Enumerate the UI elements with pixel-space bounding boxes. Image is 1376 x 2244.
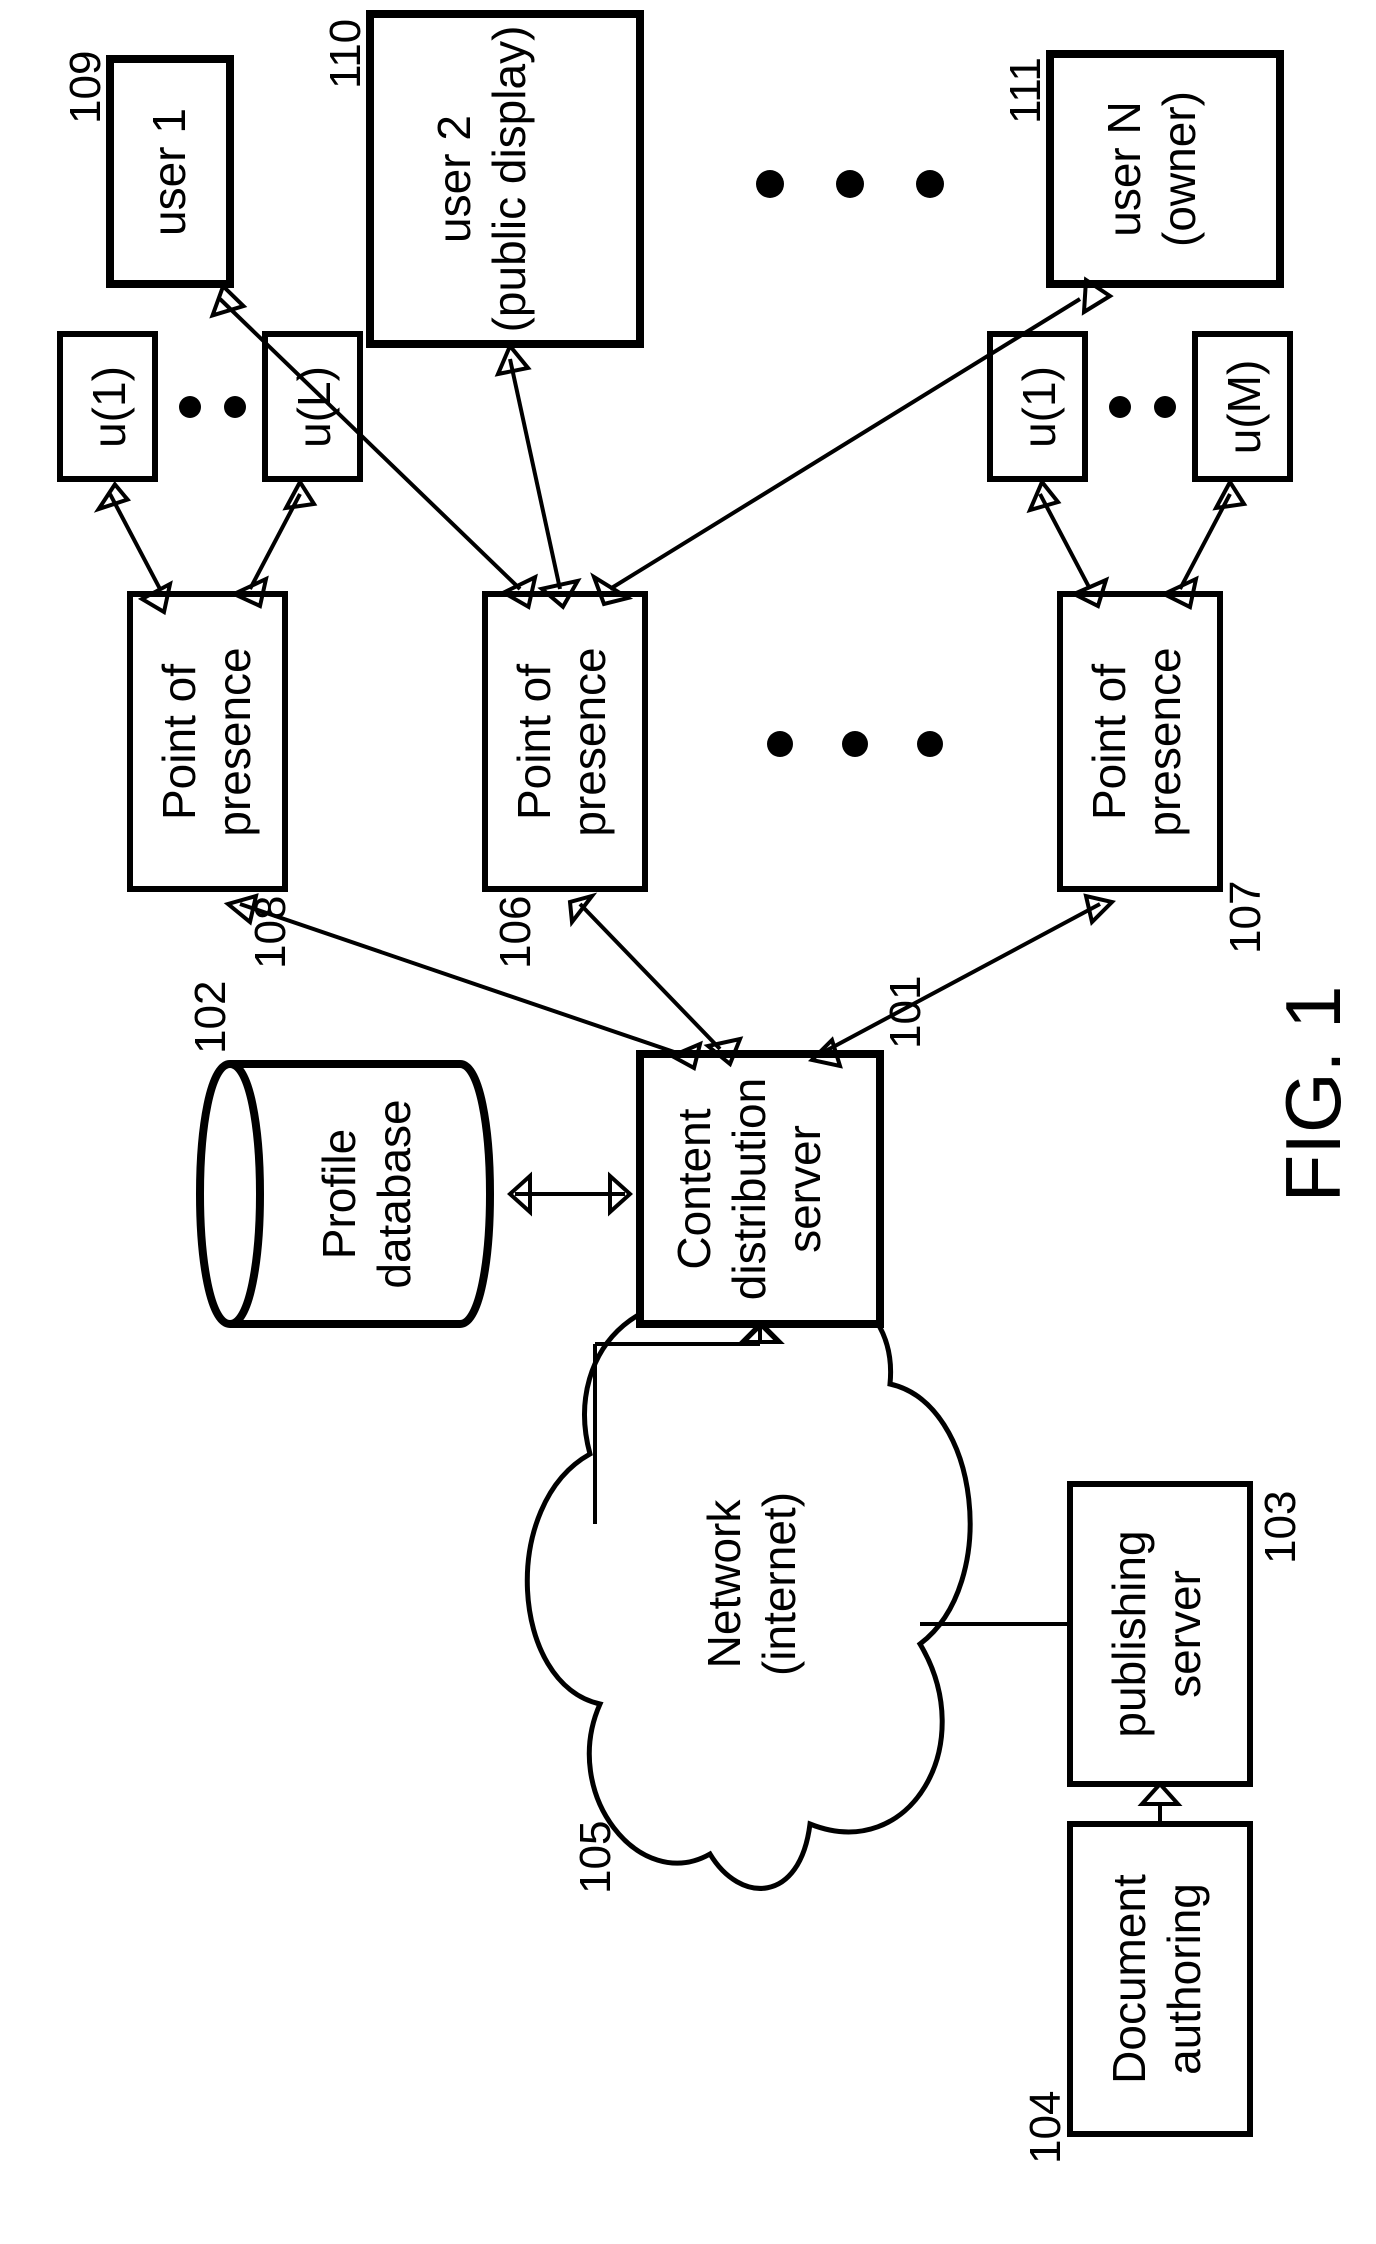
profile-db-label-2: database (368, 1099, 420, 1288)
arrow-cds-pop-top (228, 896, 700, 1068)
user2-label-1: user 2 (428, 115, 480, 243)
doc-authoring-label-2: authoring (1158, 1883, 1210, 2075)
profile-db-label-1: Profile (313, 1129, 365, 1259)
arrow-db-cds (510, 1176, 630, 1212)
network-ref: 105 (571, 1821, 620, 1894)
user1-ref: 109 (61, 51, 110, 124)
doc-authoring-label-1: Document (1103, 1874, 1155, 2084)
publishing-label-1: publishing (1103, 1530, 1155, 1737)
figure-label: FIG. 1 (1269, 986, 1357, 1203)
arrow-popmid-user2 (498, 346, 578, 609)
dots-pop-2 (842, 731, 868, 757)
pop-bot-label-1: Point of (1083, 664, 1135, 820)
dots-u-top-2 (224, 396, 246, 418)
userN-label-2: (owner) (1153, 91, 1205, 247)
dots-user-1 (756, 170, 784, 198)
dots-u-bot-1 (1109, 396, 1131, 418)
dots-user-3 (916, 170, 944, 198)
pop-top-label-2: presence (208, 647, 260, 836)
cds-label-3: server (778, 1125, 830, 1253)
user2-label-2: (public display) (483, 26, 535, 333)
user2-ref: 110 (321, 19, 370, 89)
arrow-poptop-uL (234, 482, 314, 606)
userN-ref: 111 (1001, 57, 1050, 124)
pop-top-label-1: Point of (153, 664, 205, 820)
network-label-1: Network (698, 1499, 750, 1669)
pop-mid-ref: 106 (491, 896, 540, 969)
u1-bot-label: u(1) (1013, 366, 1065, 448)
dots-u-top-1 (179, 396, 201, 418)
arrow-popbot-uM (1164, 482, 1244, 607)
publishing-label-2: server (1158, 1570, 1210, 1698)
u1-top-label: u(1) (83, 366, 135, 448)
uM-bot-label: u(M) (1218, 360, 1270, 455)
pop-mid-label-2: presence (563, 647, 615, 836)
pop-bot-label-2: presence (1138, 647, 1190, 836)
network-label-2: (internet) (753, 1492, 805, 1676)
dots-user-2 (836, 170, 864, 198)
pop-bot-ref: 107 (1221, 881, 1270, 954)
dots-u-bot-2 (1154, 396, 1176, 418)
arrow-cds-pop-mid (570, 896, 740, 1064)
dots-pop-3 (917, 731, 943, 757)
cds-label-2: distribution (723, 1078, 775, 1300)
arrow-doc-pub (1142, 1784, 1178, 1824)
profile-db-ref: 102 (186, 981, 235, 1054)
doc-authoring-ref: 104 (1021, 2091, 1070, 2164)
publishing-ref: 103 (1256, 1491, 1305, 1564)
arrow-cds-pop-bot (810, 896, 1112, 1066)
cds-ref: 101 (881, 976, 930, 1049)
cds-label-1: Content (668, 1108, 720, 1269)
userN-label-1: user N (1098, 101, 1150, 236)
dots-pop-1 (767, 731, 793, 757)
user1-label: user 1 (143, 108, 195, 236)
arrow-popbot-u1 (1030, 482, 1106, 606)
pop-mid-label-1: Point of (508, 664, 560, 820)
